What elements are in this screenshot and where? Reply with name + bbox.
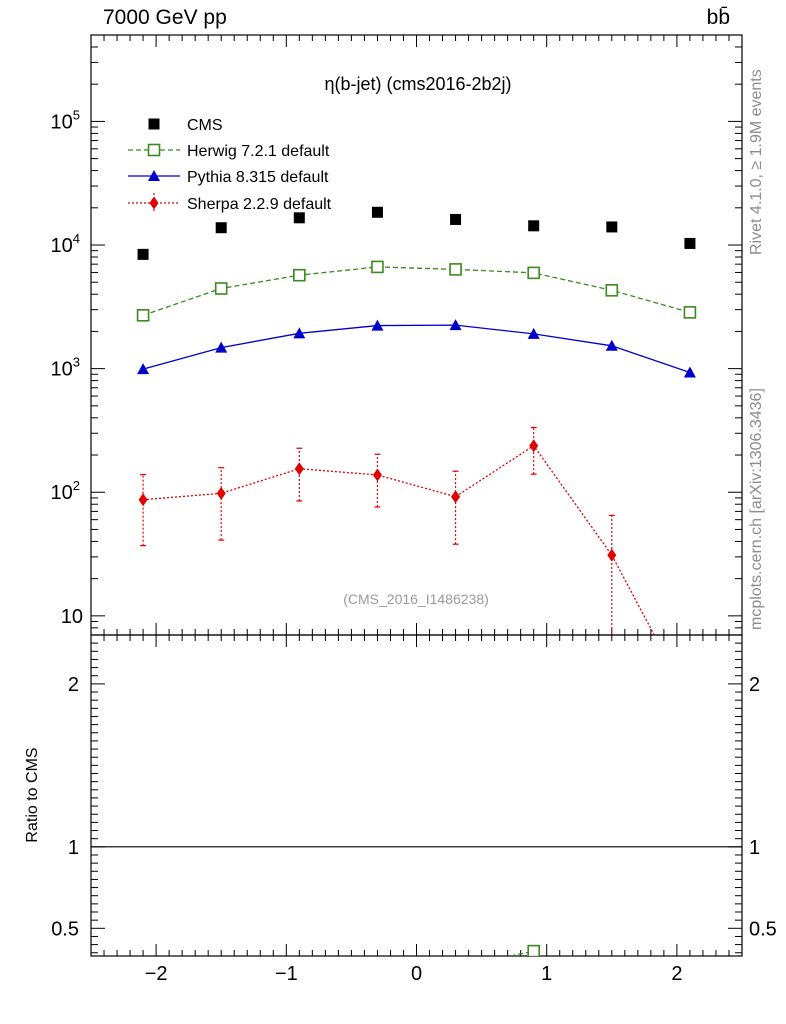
herwig-point: [683, 306, 697, 319]
ratio-tick-label-right: 1: [749, 837, 760, 859]
plot-title: η(b-jet) (cms2016-2b2j): [324, 74, 511, 94]
herwig-point: [605, 284, 619, 297]
legend-marker-sherpa: [149, 196, 159, 210]
pythia-point: [215, 341, 228, 353]
y-tick-label: 102: [51, 478, 80, 504]
ratio-plot-frame: [90, 634, 743, 957]
ratio-tick-label: 0.5: [51, 918, 79, 940]
cms-point: [450, 213, 462, 225]
sherpa-point: [451, 490, 461, 504]
x-tick-label: 1: [541, 963, 552, 985]
collision-label: 7000 GeV pp: [103, 6, 227, 29]
sherpa-point: [607, 548, 617, 562]
cms-point: [137, 248, 149, 260]
legend-label-pythia: Pythia 8.315 default: [187, 169, 329, 186]
cms-point: [371, 206, 383, 218]
ratio-series-layer: [507, 944, 540, 956]
sherpa-point: [216, 486, 226, 500]
pythia-point: [605, 339, 618, 351]
herwig-point: [527, 266, 540, 280]
sherpa-point: [529, 439, 539, 453]
legend-marker-herwig: [147, 143, 161, 157]
legend-label-sherpa: Sherpa 2.2.9 default: [187, 196, 332, 213]
ratio-tick-label-right: 2: [749, 674, 760, 696]
pythia-point: [527, 327, 540, 339]
pythia-point: [137, 363, 150, 375]
herwig-point: [371, 260, 384, 274]
y-tick-label: 104: [51, 231, 80, 257]
pythia-line: [142, 324, 691, 374]
ratio-tick-label: 1: [68, 837, 79, 859]
cms-point: [528, 220, 540, 232]
ratio-tick-label-right: 0.5: [749, 918, 777, 940]
herwig-point: [214, 282, 228, 295]
herwig-point: [449, 263, 462, 276]
sherpa-point: [685, 696, 694, 709]
pythia-point: [683, 366, 696, 378]
ratio-point: [527, 944, 540, 956]
analysis-watermark: (CMS_2016_I1486238): [343, 591, 489, 607]
legend-label-herwig: Herwig 7.2.1 default: [187, 143, 330, 160]
cms-point: [606, 221, 618, 233]
sherpa-line: [143, 444, 655, 635]
legend-marker-cms: [148, 118, 160, 130]
legend-label-cms: CMS: [187, 117, 223, 134]
y-tick-label: 105: [51, 107, 80, 133]
herwig-point: [136, 309, 150, 322]
main-series-layer: [136, 206, 697, 709]
x-tick-label: −1: [275, 963, 298, 985]
x-tick-label: −2: [145, 963, 168, 985]
sherpa-point: [294, 462, 304, 476]
herwig-point: [293, 268, 306, 282]
legend-marker-pythia: [148, 170, 160, 181]
y-tick-label: 103: [51, 355, 80, 381]
pythia-point: [449, 319, 462, 331]
ratio-line: [507, 950, 534, 956]
sherpa-point: [372, 468, 382, 482]
ratio-y-label: Ratio to CMS: [24, 747, 41, 842]
ratio-tick-label: 2: [68, 674, 79, 696]
cms-point: [215, 222, 227, 234]
x-tick-label: 0: [411, 963, 422, 985]
cms-point: [684, 237, 696, 249]
process-label: bb̄: [706, 6, 730, 29]
x-tick-label: 2: [671, 963, 682, 985]
pythia-point: [293, 327, 306, 339]
pythia-point: [371, 319, 384, 331]
cms-point: [293, 212, 305, 224]
y-tick-label: 10: [61, 606, 83, 628]
sherpa-point: [138, 493, 148, 507]
